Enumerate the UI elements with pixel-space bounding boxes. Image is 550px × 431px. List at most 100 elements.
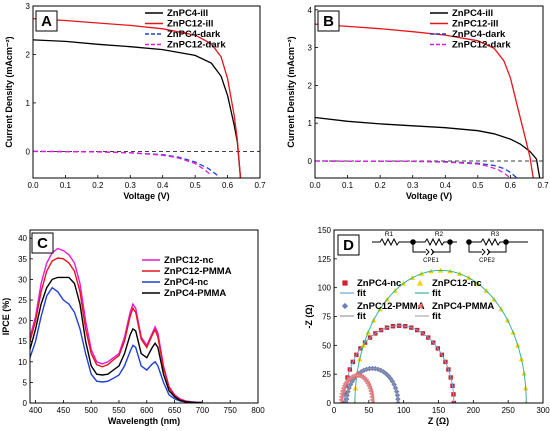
y-tick-label: 1 xyxy=(26,99,31,108)
x-axis-label: Wavelength (nm) xyxy=(108,416,180,426)
legend-label: ZnPC12-nc xyxy=(164,255,214,266)
y-tick-label: 25 xyxy=(18,296,27,305)
y-axis-label: Current Density (mAcm⁻²) xyxy=(286,36,296,147)
legend-label: ZnPC4-ill xyxy=(167,8,208,19)
x-tick-label: 250 xyxy=(501,406,515,415)
plot-frame xyxy=(29,229,259,404)
legend-label: ZnPC4-nc xyxy=(164,277,208,288)
panel-letter: C xyxy=(37,235,48,252)
panel-letter-box xyxy=(35,10,58,32)
plot-area xyxy=(33,17,242,178)
plot-area xyxy=(30,247,203,403)
circuit-node xyxy=(466,239,472,245)
y-tick-label: 0 xyxy=(308,157,313,166)
y-tick-label: 5 xyxy=(23,378,28,387)
legend-swatch xyxy=(341,302,349,310)
y-tick-label: 2 xyxy=(26,50,31,59)
x-tick-label: 100 xyxy=(397,406,411,415)
y-tick-label: 0 xyxy=(327,399,332,408)
circuit-label: R1 xyxy=(385,231,394,238)
x-tick-label: 800 xyxy=(251,406,265,415)
plot-frame xyxy=(32,5,261,179)
x-tick-label: 0.1 xyxy=(342,181,354,190)
x-tick-label: 200 xyxy=(467,406,481,415)
legend-label: ZnPC12-PMMA xyxy=(164,266,232,277)
x-tick-label: 0.0 xyxy=(309,181,321,190)
y-tick-label: 10 xyxy=(18,358,27,367)
legend-label: ZnPC4-dark xyxy=(452,29,506,40)
x-tick-label: 400 xyxy=(29,406,43,415)
legend-label: ZnPC12-PMMA xyxy=(357,301,425,312)
series-line-0 xyxy=(33,39,242,178)
y-axis-label: -Z (Ω) xyxy=(304,304,314,328)
x-tick-label: 0.4 xyxy=(157,181,169,190)
x-tick-label: 0 xyxy=(332,406,337,415)
plot-frame xyxy=(314,5,544,179)
legend-swatch xyxy=(416,302,423,310)
circuit-label: R3 xyxy=(491,231,500,238)
series-line-3 xyxy=(30,276,203,403)
plot-area xyxy=(315,23,541,178)
panel-letter: D xyxy=(343,237,354,254)
circuit-label: R2 xyxy=(435,231,444,238)
legend-label: ZnPC12-nc xyxy=(432,278,482,289)
y-tick-label: 125 xyxy=(318,255,332,264)
y-tick-label: 150 xyxy=(318,226,332,235)
x-tick-label: 0.6 xyxy=(222,181,234,190)
x-tick-label: 650 xyxy=(168,406,182,415)
x-tick-label: 600 xyxy=(140,406,154,415)
x-axis-label: Voltage (V) xyxy=(406,191,452,201)
x-tick-label: 550 xyxy=(112,406,126,415)
legend-swatch xyxy=(416,279,424,286)
legend-label: fit xyxy=(432,288,442,299)
panel-letter-box xyxy=(337,234,360,256)
series-line-1 xyxy=(33,17,242,178)
x-axis-label: Voltage (V) xyxy=(123,191,169,201)
circuit-node xyxy=(410,239,416,245)
x-tick-label: 0.1 xyxy=(60,181,72,190)
y-tick-label: 15 xyxy=(18,337,27,346)
y-tick-label: 4 xyxy=(308,6,313,15)
circuit-wire xyxy=(425,248,435,256)
x-tick-label: 0.3 xyxy=(407,181,419,190)
y-tick-label: 3 xyxy=(308,44,313,53)
legend-label: ZnPC12-dark xyxy=(452,40,511,51)
y-tick-label: 75 xyxy=(322,313,331,322)
y-tick-label: 1 xyxy=(308,119,313,128)
series-line-2 xyxy=(33,150,219,177)
legend-label: ZnPC12-ill xyxy=(167,19,213,30)
circuit-label: CPE1 xyxy=(423,258,439,264)
x-tick-label: 0.6 xyxy=(505,181,517,190)
series-line-1 xyxy=(30,257,203,403)
y-tick-label: 100 xyxy=(318,284,332,293)
x-tick-label: 450 xyxy=(57,406,71,415)
x-tick-label: 50 xyxy=(364,406,373,415)
x-tick-label: 0.2 xyxy=(92,181,104,190)
x-tick-label: 0.7 xyxy=(537,181,549,190)
fit-line-1 xyxy=(343,325,455,403)
circuit-wire xyxy=(468,242,507,253)
plot-frame xyxy=(333,229,544,404)
x-tick-label: 750 xyxy=(224,406,238,415)
x-tick-label: 0.5 xyxy=(190,181,202,190)
x-tick-label: 0.3 xyxy=(125,181,137,190)
plot-area xyxy=(338,267,529,403)
x-tick-label: 500 xyxy=(84,406,98,415)
x-tick-label: 0.5 xyxy=(472,181,484,190)
x-tick-label: 150 xyxy=(432,406,446,415)
y-tick-label: 20 xyxy=(18,317,27,326)
legend-label: ZnPC4-dark xyxy=(167,29,221,40)
y-tick-label: 35 xyxy=(18,255,27,264)
circuit-wire xyxy=(481,248,491,256)
series-line-3 xyxy=(33,150,212,177)
circuit-wire xyxy=(372,237,413,247)
fit-line-5 xyxy=(346,367,399,403)
y-axis-label: IPCE (%) xyxy=(1,298,11,336)
legend-label: fit xyxy=(432,311,442,322)
x-tick-label: 0.2 xyxy=(375,181,387,190)
fit-line-7 xyxy=(340,374,373,403)
panel-letter-box xyxy=(31,232,54,254)
x-tick-label: 0.7 xyxy=(254,181,266,190)
legend-label: ZnPC4-ill xyxy=(452,8,493,19)
